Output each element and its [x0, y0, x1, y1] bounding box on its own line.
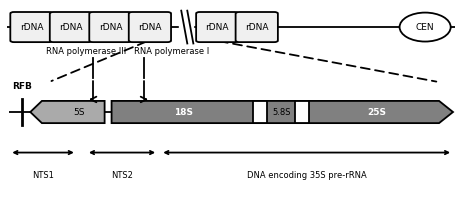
Bar	[253, 101, 267, 123]
FancyBboxPatch shape	[89, 12, 132, 42]
Text: rDNA: rDNA	[206, 23, 229, 32]
Text: RNA polymerase I: RNA polymerase I	[134, 47, 210, 56]
FancyArrow shape	[111, 101, 453, 123]
FancyBboxPatch shape	[50, 12, 92, 42]
FancyBboxPatch shape	[196, 12, 238, 42]
Text: 18S: 18S	[174, 108, 193, 116]
Text: CEN: CEN	[416, 23, 435, 32]
Bar	[295, 101, 309, 123]
FancyArrow shape	[30, 101, 105, 123]
Text: NTS2: NTS2	[111, 171, 133, 180]
Text: DNA encoding 35S pre-rRNA: DNA encoding 35S pre-rRNA	[247, 171, 366, 180]
Text: RNA polymerase III: RNA polymerase III	[46, 47, 126, 56]
Text: 25S: 25S	[367, 108, 386, 116]
Text: NTS1: NTS1	[32, 171, 54, 180]
Text: rDNA: rDNA	[245, 23, 268, 32]
FancyBboxPatch shape	[236, 12, 278, 42]
Text: rDNA: rDNA	[59, 23, 82, 32]
Text: RFB: RFB	[12, 82, 32, 91]
Text: 5.8S: 5.8S	[272, 108, 291, 116]
Text: rDNA: rDNA	[20, 23, 43, 32]
Text: 5S: 5S	[73, 108, 85, 116]
Text: rDNA: rDNA	[99, 23, 122, 32]
Text: rDNA: rDNA	[138, 23, 162, 32]
Ellipse shape	[400, 13, 451, 42]
FancyBboxPatch shape	[129, 12, 171, 42]
FancyBboxPatch shape	[10, 12, 53, 42]
